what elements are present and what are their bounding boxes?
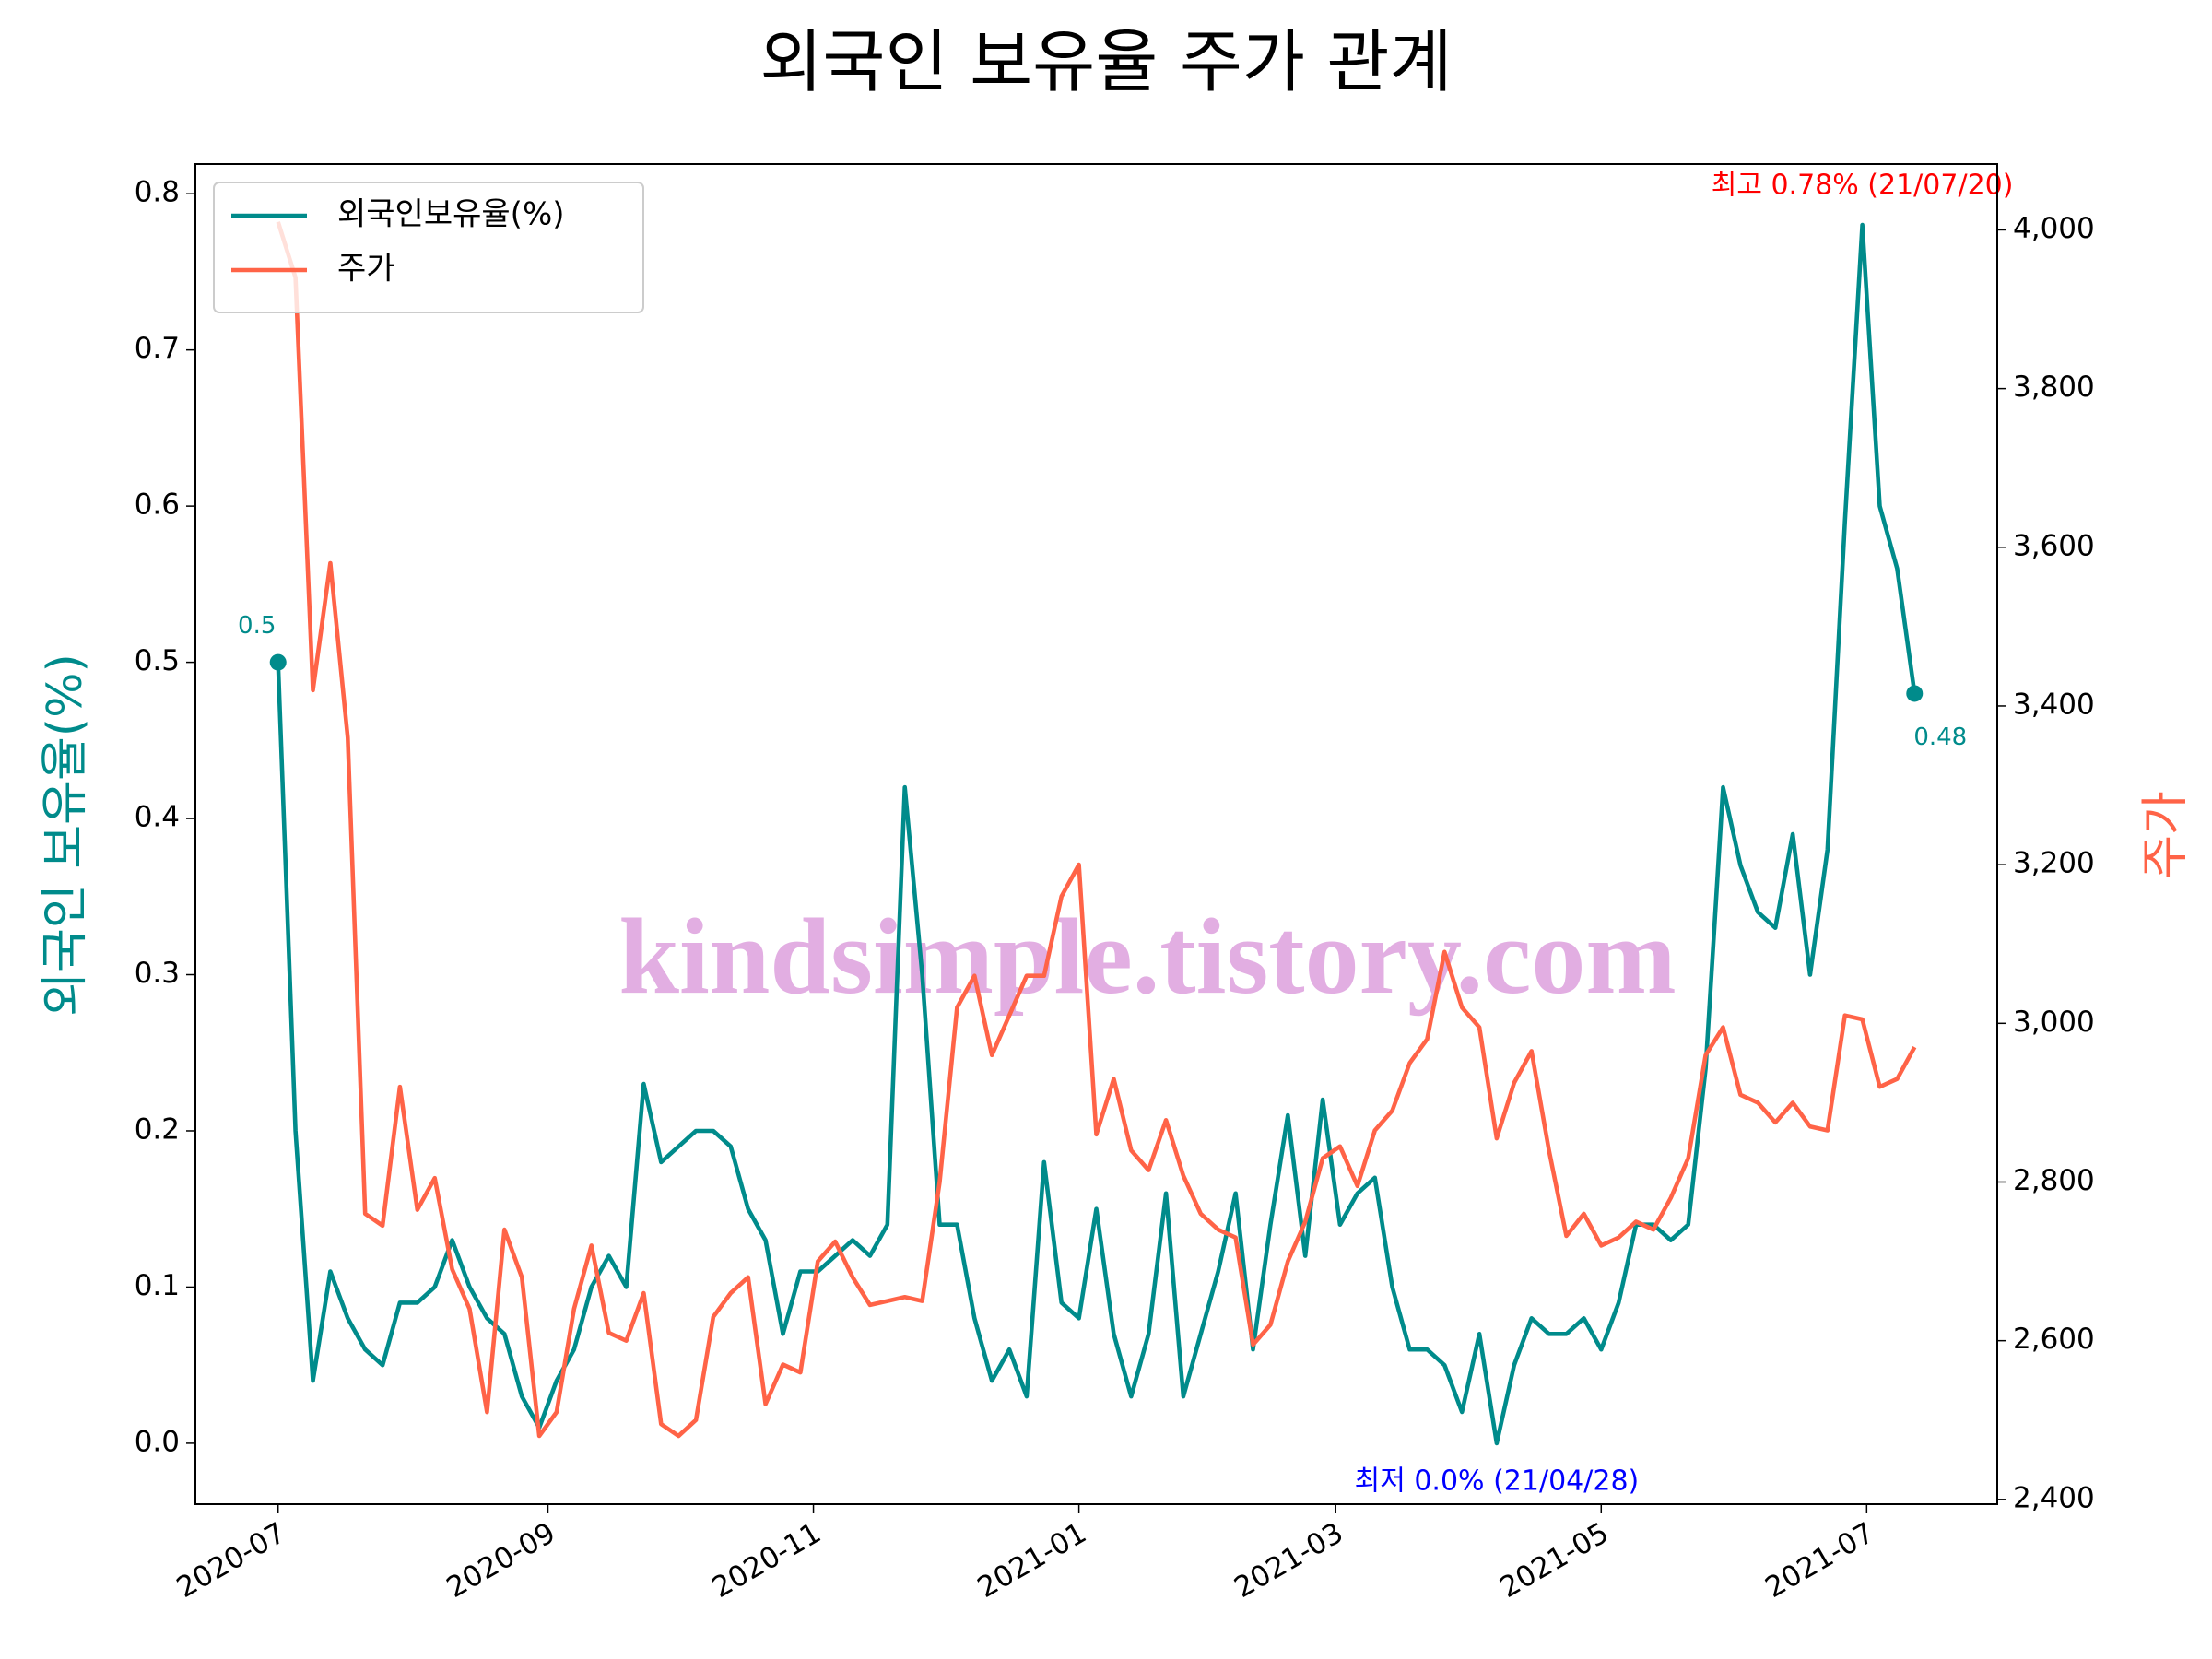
y-tick-label: 0.7 <box>135 332 180 365</box>
chart-title: 외국인 보유율 주가 관계 <box>759 23 1452 102</box>
y-tick-label: 0.5 <box>135 644 180 677</box>
legend: 외국인보유율(%) 주가 <box>213 182 644 313</box>
y-tick-label: 0.8 <box>135 176 180 209</box>
y-tick-label: 0.3 <box>135 957 180 990</box>
y2-tick-label: 2,800 <box>2013 1164 2095 1197</box>
data-label: 0.48 <box>1913 724 1967 751</box>
y-tick-label: 0.0 <box>135 1425 180 1458</box>
legend-label: 외국인보유율(%) <box>337 196 565 233</box>
y-tick-label: 0.1 <box>135 1269 180 1302</box>
y2-tick-label: 4,000 <box>2013 212 2095 245</box>
watermark: kindsimple.tistory.com <box>618 896 1676 1017</box>
y2-axis-label: 주가 <box>2138 791 2194 879</box>
legend-box <box>213 182 644 313</box>
y-tick-label: 0.4 <box>135 801 180 834</box>
y2-tick-label: 2,600 <box>2013 1323 2095 1356</box>
y-tick-label: 0.2 <box>135 1112 180 1146</box>
y-tick-label: 0.6 <box>135 488 180 522</box>
y2-tick-label: 3,200 <box>2013 847 2095 880</box>
y-axis-label: 외국인 보유율(%) <box>38 653 93 1017</box>
series-line <box>276 221 1917 1439</box>
y2-tick-label: 3,800 <box>2013 371 2095 404</box>
y2-tick-label: 3,400 <box>2013 688 2095 721</box>
y2-tick-label: 2,400 <box>2013 1481 2095 1514</box>
end-marker <box>1906 685 1924 702</box>
end-marker <box>269 653 287 671</box>
legend-label: 주가 <box>337 251 395 288</box>
annotation: 최고 0.78% (21/07/20) <box>1712 170 2014 202</box>
annotation: 최저 0.0% (21/04/28) <box>1355 1465 1640 1497</box>
y2-tick-label: 3,000 <box>2013 1006 2095 1039</box>
plot-frame <box>194 163 1998 1505</box>
y2-tick-label: 3,600 <box>2013 529 2095 562</box>
data-label: 0.5 <box>238 612 276 640</box>
